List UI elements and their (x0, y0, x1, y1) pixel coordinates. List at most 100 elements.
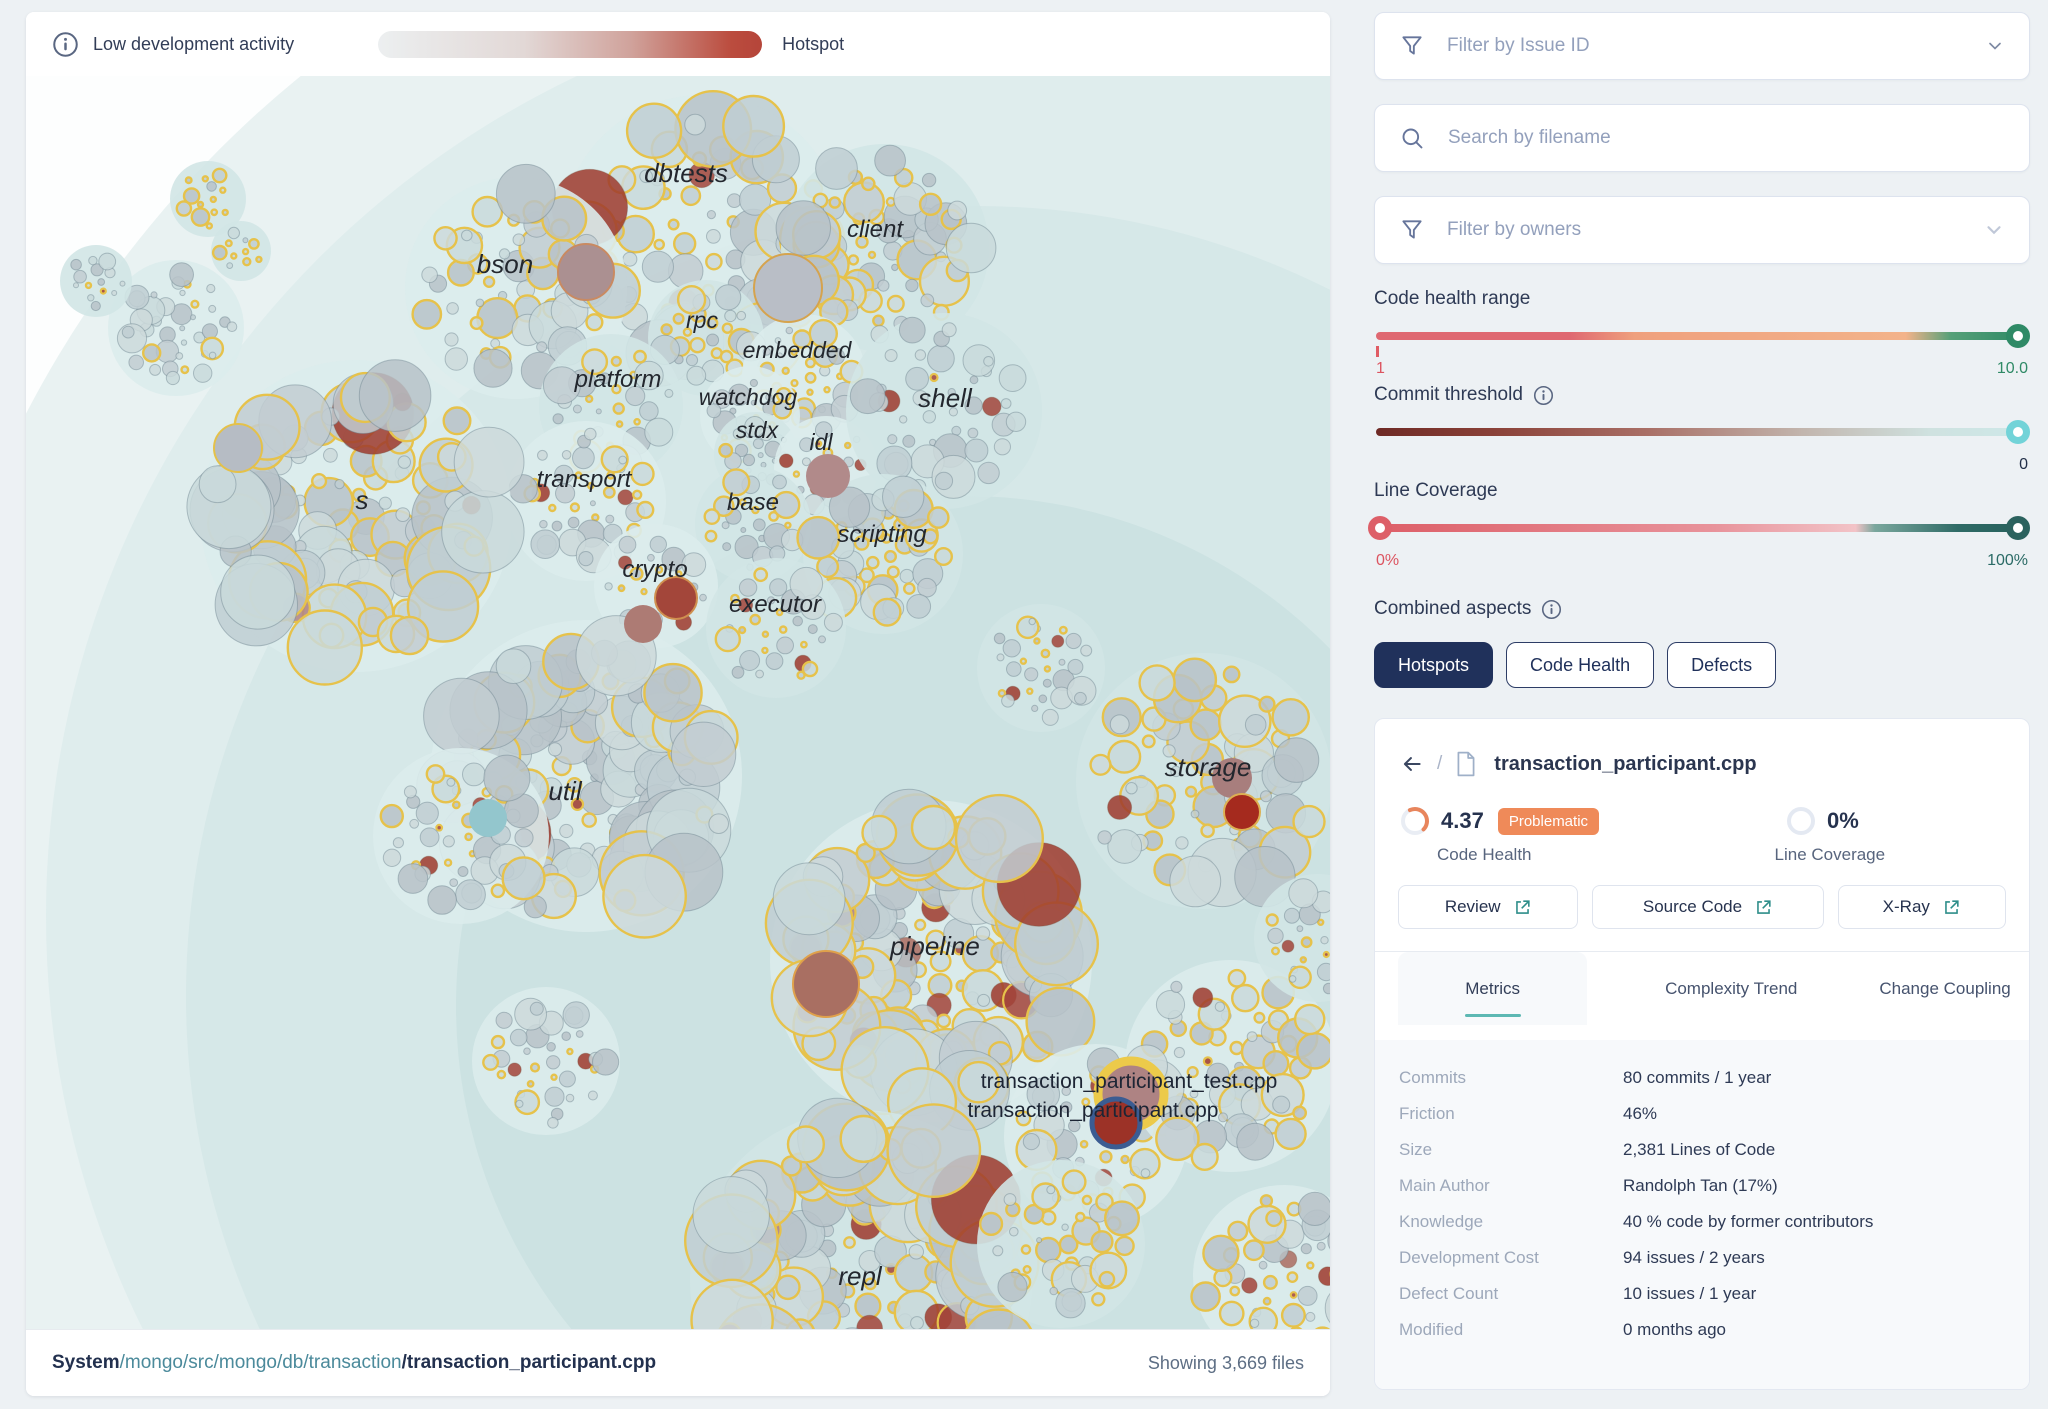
file-bubble (433, 225, 458, 251)
file-bubble (403, 785, 417, 799)
aspect-button-hotspots[interactable]: Hotspots (1374, 642, 1494, 688)
filename-search[interactable]: Search by filename (1374, 104, 2030, 172)
file-bubble (1236, 1122, 1275, 1161)
file-bubble (358, 359, 432, 432)
file-bubble (462, 762, 486, 787)
metric-label: Commits (1399, 1068, 1467, 1087)
aspect-button-defects[interactable]: Defects (1667, 642, 1777, 688)
file-bubble (211, 167, 228, 184)
file-bubble (906, 594, 932, 619)
file-bubble (633, 349, 647, 364)
file-bubble (615, 420, 624, 428)
file-bubble (910, 1316, 924, 1330)
file-bubble (572, 404, 582, 414)
file-bubble (221, 208, 229, 217)
file-bubble (141, 343, 162, 363)
file-bubble (1162, 744, 1176, 758)
file-bubble (548, 503, 557, 513)
file-bubble (150, 291, 158, 299)
file-bubble (423, 677, 500, 755)
file-bubble (574, 471, 583, 480)
line-coverage-track[interactable] (1382, 524, 2022, 532)
file-bubble (978, 1211, 1004, 1236)
breadcrumb-root[interactable]: System (52, 1352, 120, 1373)
file-bubble (208, 351, 217, 360)
issue-id-placeholder: Filter by Issue ID (1447, 35, 1590, 56)
file-bubble (193, 363, 213, 383)
file-bubble (692, 1176, 770, 1254)
file-bubble (1292, 1105, 1308, 1121)
file-bubble (421, 266, 438, 284)
review-button[interactable]: Review (1398, 885, 1579, 929)
file-bubble (844, 441, 852, 450)
bubble-chart-area[interactable]: dbtests client bson rpc embedded platform watc… (26, 12, 1330, 1396)
code-health-track[interactable] (1376, 332, 2022, 340)
file-bubble (899, 415, 908, 424)
issue-id-filter[interactable]: Filter by Issue ID (1374, 12, 2030, 80)
file-bubble (769, 578, 788, 597)
file-bubble (442, 406, 472, 436)
back-arrow-icon[interactable] (1399, 751, 1425, 777)
path-separator: / (1437, 753, 1443, 774)
file-bubble (882, 475, 925, 518)
file-bubble (1005, 411, 1027, 432)
file-bubble (395, 507, 411, 523)
owners-filter[interactable]: Filter by owners (1374, 196, 2030, 264)
file-bubble (1306, 1261, 1315, 1270)
info-icon[interactable] (52, 31, 79, 58)
file-bubble (784, 521, 792, 529)
info-icon[interactable] (1533, 385, 1554, 406)
code-health-max-handle[interactable] (2006, 324, 2030, 348)
file-card-actions: Review Source Code X-Ray (1375, 865, 2029, 929)
file-bubble (241, 247, 250, 256)
file-bubble (208, 304, 217, 313)
file-bubble (884, 349, 898, 362)
file-bubble (807, 624, 818, 635)
file-bubble (649, 535, 667, 554)
file-bubble (1173, 1046, 1186, 1059)
code-health-min-label: 1 (1376, 360, 1385, 377)
file-bubble (864, 1277, 877, 1291)
line-coverage-min-handle[interactable] (1368, 516, 1392, 540)
file-bubble (722, 94, 786, 158)
metric-value: 0 months ago (1623, 1320, 1727, 1339)
file-bubble (905, 278, 919, 293)
file-bubble (964, 438, 989, 463)
file-bubble (1067, 658, 1084, 675)
file-bubble (1058, 658, 1066, 666)
file-bubble (1265, 913, 1279, 927)
file-bubble (1022, 1264, 1032, 1274)
file-bubble (435, 823, 444, 832)
file-bubble (1170, 765, 1182, 778)
file-bubble (1051, 634, 1065, 648)
file-bubble (457, 866, 469, 877)
file-bubble (1081, 1097, 1091, 1107)
file-bubble (1190, 1281, 1221, 1312)
file-bubble (382, 848, 402, 867)
breadcrumb[interactable]: System/mongo/src/mongo/db/transaction/tr… (52, 1352, 656, 1374)
file-bubble (1120, 1154, 1130, 1165)
line-coverage-max-handle[interactable] (2006, 516, 2030, 540)
file-bubble (667, 218, 680, 231)
combined-aspects-label: Combined aspects (1374, 598, 2030, 620)
x-ray-button[interactable]: X-Ray (1837, 885, 2006, 929)
chevron-down-icon[interactable] (1985, 36, 2005, 56)
file-bubble (1003, 1193, 1017, 1206)
commit-threshold-handle[interactable] (2006, 420, 2030, 444)
tab-complexity-trend[interactable]: Complexity Trend (1665, 978, 1798, 998)
file-bubble (859, 567, 875, 584)
divider (1375, 951, 2029, 952)
file-bubble (929, 372, 939, 383)
commit-threshold-track[interactable] (1376, 428, 2022, 436)
breadcrumb-path[interactable]: /mongo/src/mongo/db/transaction (119, 1352, 402, 1373)
tab-metrics[interactable]: Metrics (1398, 952, 1588, 1025)
source-code-button[interactable]: Source Code (1592, 885, 1824, 929)
aspect-button-code-health[interactable]: Code Health (1506, 642, 1655, 688)
file-bubble (444, 332, 459, 347)
info-icon[interactable] (1541, 599, 1562, 620)
chevron-down-icon[interactable] (1983, 219, 2005, 241)
tab-change-coupling[interactable]: Change Coupling (1879, 978, 2011, 998)
cluster-label-watchdog: watchdog (699, 384, 798, 410)
file-bubble (99, 287, 107, 295)
file-bubble (196, 200, 205, 209)
